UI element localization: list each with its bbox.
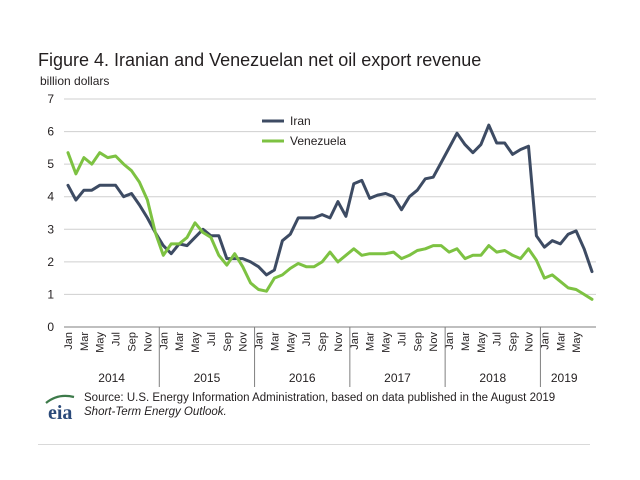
x-month-label: Jul (301, 332, 313, 346)
x-month-label: Mar (269, 332, 281, 351)
x-month-label: Jan (254, 332, 266, 350)
x-year-label: 2016 (289, 371, 316, 385)
eia-logo-swoosh (45, 394, 75, 404)
x-month-label: Sep (222, 332, 234, 352)
y-axis-ticks: 0 1 2 3 4 5 6 7 (47, 92, 54, 334)
x-month-label: Nov (524, 332, 536, 352)
bottom-divider (38, 444, 590, 445)
x-month-label: May (285, 332, 297, 353)
x-month-label: Jul (206, 332, 218, 346)
source-line-1: Source: U.S. Energy Information Administ… (84, 392, 556, 404)
x-month-label: Jan (349, 332, 361, 350)
x-month-label: Jan (444, 332, 456, 350)
x-month-label: May (381, 332, 393, 353)
gridlines (64, 98, 596, 295)
y-tick-label: 6 (47, 125, 54, 139)
y-tick-label: 7 (47, 92, 54, 106)
y-tick-label: 5 (47, 157, 54, 171)
x-month-label: Jul (492, 332, 504, 346)
series-line-venezuela (66, 151, 594, 301)
y-tick-label: 3 (47, 222, 54, 236)
eia-logo: eia (45, 394, 75, 423)
x-month-label: Mar (365, 332, 377, 351)
legend: Iran Venezuela (262, 114, 346, 148)
x-month-label: Jul (396, 332, 408, 346)
eia-logo-text: eia (48, 402, 72, 423)
x-month-label: Jan (158, 332, 170, 350)
x-month-label: May (476, 332, 488, 353)
x-month-label: Nov (333, 332, 345, 352)
x-year-label: 2015 (194, 371, 221, 385)
x-month-label: Jul (111, 332, 123, 346)
x-month-label: Nov (142, 332, 154, 352)
x-year-label: 2017 (384, 371, 411, 385)
y-tick-label: 4 (47, 190, 54, 204)
x-month-label: Mar (174, 332, 186, 351)
x-month-label: May (571, 332, 583, 353)
x-year-label: 2018 (479, 371, 506, 385)
legend-label-venezuela: Venezuela (290, 134, 346, 148)
x-year-label: 2014 (98, 371, 125, 385)
x-month-label: Sep (317, 332, 329, 352)
legend-label-iran: Iran (290, 114, 311, 128)
y-axis-unit-label: billion dollars (40, 74, 110, 88)
x-month-label: Nov (238, 332, 250, 352)
x-month-label: May (190, 332, 202, 353)
x-month-label: May (95, 332, 107, 353)
x-month-label: Mar (460, 332, 472, 351)
source-line-2: Short-Term Energy Outlook. (84, 406, 227, 418)
x-axis: Jan Mar May Jul Sep Nov Jan Mar May Jul Sep Nov Jan M… (63, 326, 596, 387)
source-note: Source: U.S. Energy Information Administ… (84, 391, 624, 419)
x-month-label: Sep (508, 332, 520, 352)
x-month-label: Jan (63, 332, 75, 350)
x-month-label: Mar (555, 332, 567, 351)
y-tick-label: 2 (47, 255, 54, 269)
series-lines (66, 123, 594, 301)
y-tick-label: 0 (47, 320, 54, 334)
x-month-label: Nov (428, 332, 440, 352)
chart-title: Figure 4. Iranian and Venezuelan net oil… (38, 50, 482, 70)
x-month-label: Sep (412, 332, 424, 352)
y-tick-label: 1 (47, 287, 54, 301)
x-month-label: Mar (79, 332, 91, 351)
x-month-label: Sep (126, 332, 138, 352)
x-month-label: Jan (539, 332, 551, 350)
x-year-label: 2019 (551, 371, 578, 385)
